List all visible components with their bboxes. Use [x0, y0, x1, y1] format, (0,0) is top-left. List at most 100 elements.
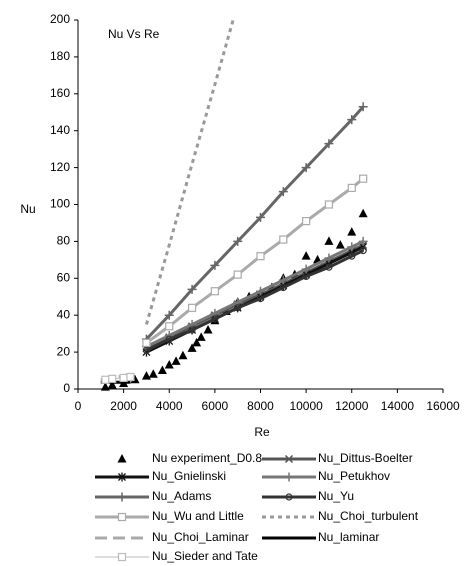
data-point — [210, 287, 219, 296]
y-axis-label: Nu — [20, 202, 35, 216]
series-line — [144, 19, 235, 325]
legend-label: Nu_laminar — [318, 530, 379, 544]
y-tick-label: 80 — [57, 234, 71, 248]
data-point — [178, 350, 188, 360]
data-point — [347, 227, 357, 236]
x-tick-label: 4000 — [156, 399, 183, 413]
legend-marker — [284, 454, 294, 464]
legend-label: Nu_Dittus-Boelter — [318, 451, 413, 465]
x-axis-label: Re — [254, 425, 270, 439]
data-point — [301, 163, 311, 173]
data-point — [302, 217, 311, 226]
data-point — [165, 335, 173, 343]
data-point — [256, 286, 265, 296]
x-tick-label: 0 — [75, 399, 82, 413]
y-tick-label: 180 — [50, 49, 70, 63]
data-point — [324, 200, 334, 209]
legend-marker — [117, 454, 127, 463]
series-line — [145, 240, 364, 348]
x-tick-label: 10000 — [289, 399, 323, 413]
series-line — [145, 249, 364, 352]
y-tick-label: 120 — [50, 160, 70, 174]
data-point — [278, 187, 288, 197]
data-point — [171, 356, 181, 365]
legend-label: Nu_Gnielinski — [152, 469, 226, 483]
data-point — [302, 272, 310, 281]
data-point — [188, 326, 196, 334]
data-point — [359, 174, 368, 183]
data-point — [358, 236, 368, 246]
legend-marker — [117, 512, 127, 522]
data-point — [148, 369, 158, 378]
x-tick-label: 12000 — [335, 399, 369, 413]
series-line — [145, 105, 365, 341]
data-point — [335, 240, 345, 249]
x-tick-label: 8000 — [247, 399, 274, 413]
data-point — [107, 380, 117, 389]
x-tick-label: 14000 — [381, 399, 415, 413]
legend-label: Nu_Choi_Laminar — [152, 530, 249, 544]
y-tick-label: 40 — [57, 307, 71, 321]
legend-label: Nu_Petukhov — [318, 469, 390, 483]
data-point — [279, 283, 287, 292]
legend-label: Nu_Choi_turbulent — [318, 509, 419, 523]
data-point — [210, 260, 220, 270]
data-point — [187, 284, 197, 294]
data-point — [196, 332, 206, 341]
legend-label: Nu_Adams — [152, 489, 211, 503]
legend-marker — [285, 493, 293, 501]
data-point — [347, 183, 356, 192]
y-tick-label: 160 — [50, 86, 70, 100]
data-point — [142, 338, 151, 347]
data-point — [324, 253, 334, 263]
data-point — [187, 343, 197, 352]
data-point — [130, 374, 140, 384]
data-point — [126, 372, 135, 382]
chart-title: Nu Vs Re — [108, 27, 160, 41]
data-point — [324, 139, 334, 149]
legend-label: Nu experiment_D0.8 — [152, 451, 262, 465]
data-point — [358, 208, 368, 218]
data-point — [233, 236, 243, 246]
legend-marker — [284, 472, 294, 482]
legend-marker — [117, 552, 127, 562]
data-point — [119, 373, 128, 383]
data-point — [164, 360, 174, 369]
data-point — [157, 365, 167, 375]
y-tick-label: 0 — [63, 381, 70, 395]
data-point — [301, 251, 311, 260]
data-point — [324, 236, 334, 245]
data-point — [347, 115, 357, 125]
data-point — [100, 382, 110, 391]
y-tick-label: 60 — [57, 270, 71, 284]
legend-label: Nu_Wu and Little — [152, 509, 244, 523]
data-point — [358, 102, 368, 112]
legend-label: Nu_Sieder and Tate — [152, 549, 258, 563]
data-point — [234, 304, 242, 312]
data-point — [142, 346, 151, 354]
data-point — [256, 294, 265, 303]
y-tick-label: 20 — [57, 344, 71, 358]
data-point — [164, 310, 174, 320]
data-point — [348, 252, 356, 260]
data-point — [192, 337, 202, 347]
data-point — [256, 212, 265, 222]
data-point — [101, 375, 110, 384]
x-tick-label: 6000 — [202, 399, 229, 413]
legend-label: Nu_Yu — [318, 489, 354, 503]
data-point — [165, 322, 174, 331]
data-point — [279, 235, 288, 244]
data-point — [141, 371, 151, 380]
data-point — [325, 263, 333, 271]
y-tick-label: 100 — [50, 197, 70, 211]
data-point — [233, 270, 242, 279]
data-point — [108, 374, 117, 383]
data-point — [347, 242, 357, 252]
data-point — [301, 264, 311, 274]
x-tick-label: 2000 — [110, 399, 137, 413]
data-point — [203, 324, 213, 334]
data-point — [211, 315, 219, 323]
data-point — [359, 247, 367, 255]
data-point — [256, 252, 265, 261]
